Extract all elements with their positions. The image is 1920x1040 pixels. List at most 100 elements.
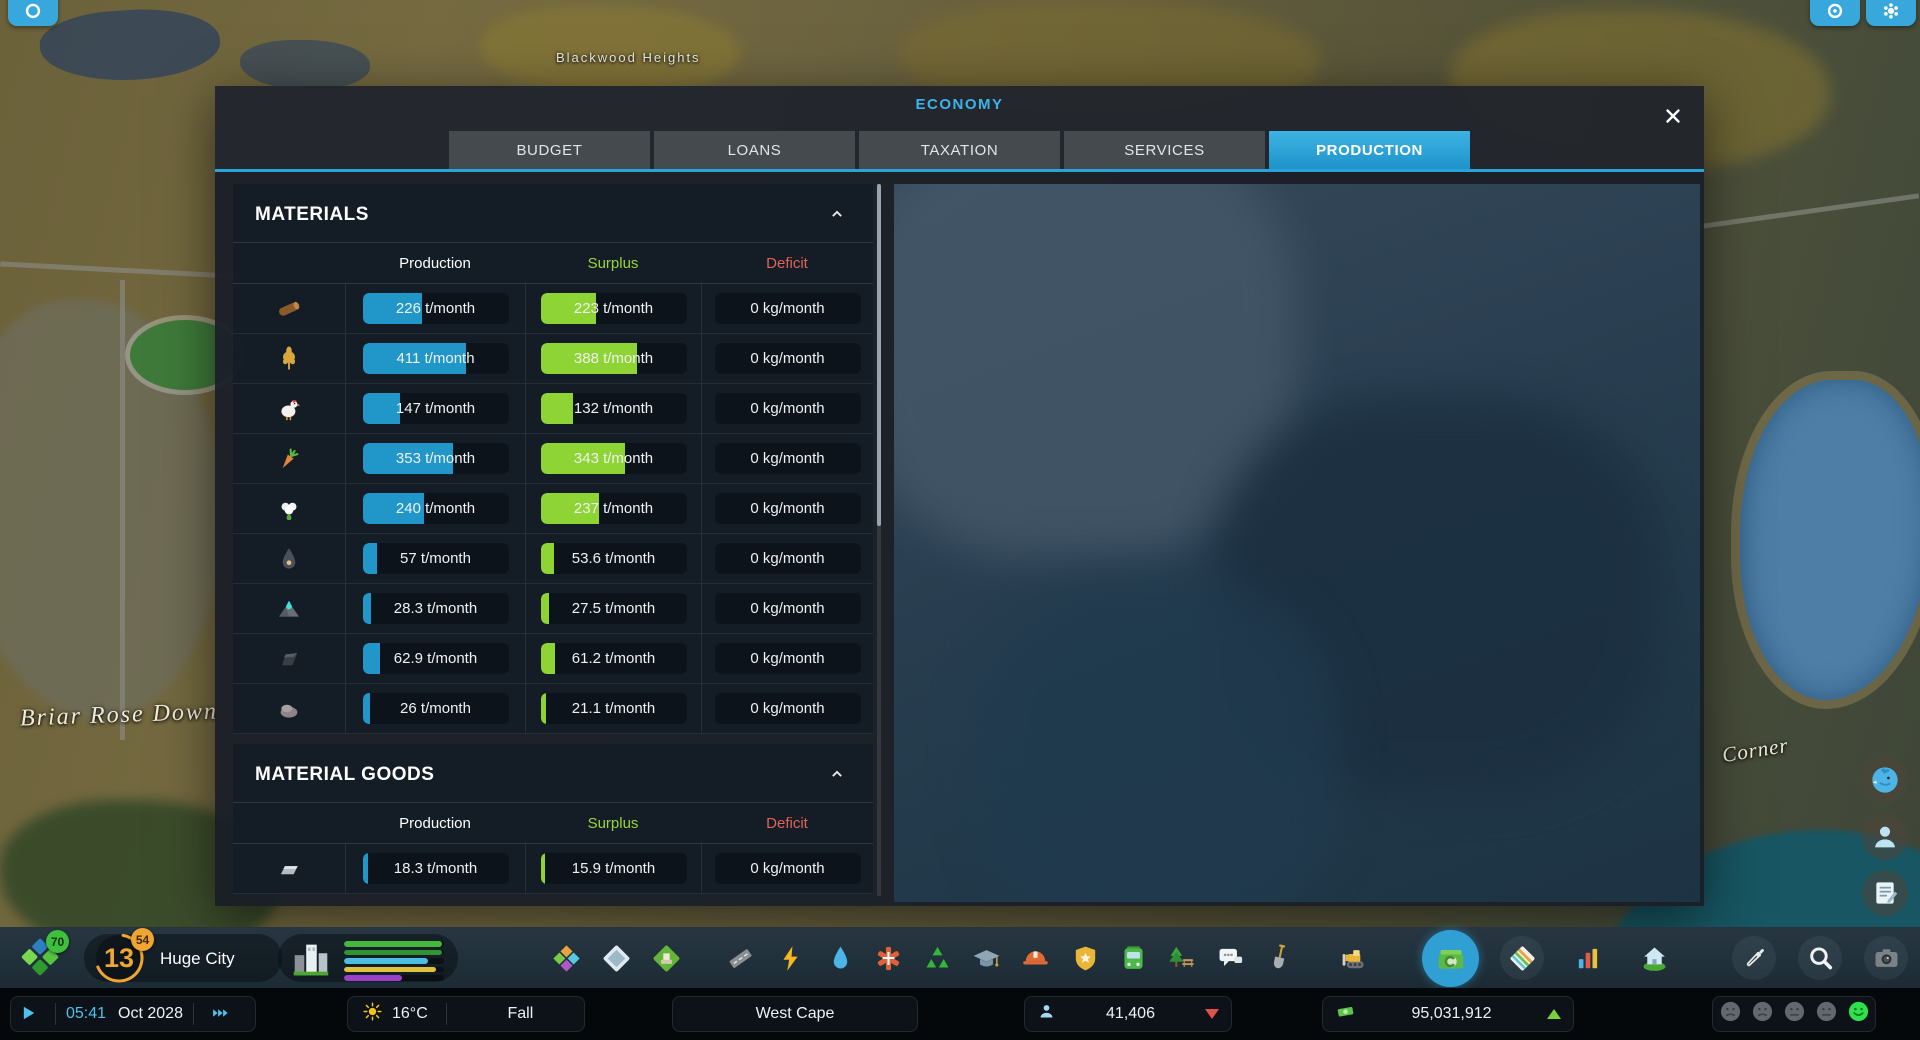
picker-button[interactable] <box>1732 936 1776 980</box>
production-value: 18.3 t/month <box>362 853 509 884</box>
surplus-value: 53.6 t/month <box>540 543 687 574</box>
parks-icon <box>1166 943 1197 974</box>
chirper-button[interactable] <box>1862 757 1908 803</box>
healthcare-button[interactable] <box>866 936 910 980</box>
resource-row: 147 t/month 132 t/month 0 kg/month <box>233 384 873 434</box>
journal-button[interactable] <box>1862 870 1908 916</box>
economy-button[interactable] <box>1422 930 1479 987</box>
table-header: Production Surplus Deficit <box>233 242 873 284</box>
logo-icon <box>22 0 44 24</box>
panel-title: ECONOMY <box>915 96 1004 113</box>
wood-icon <box>275 295 303 323</box>
column-production: Production <box>399 254 471 272</box>
happiness-face-icon <box>1783 1000 1806 1028</box>
map-name: West Cape <box>755 1005 835 1022</box>
transportation-button[interactable] <box>1111 936 1155 980</box>
communications-button[interactable] <box>1208 936 1252 980</box>
money-trend-up-icon <box>1547 1009 1561 1019</box>
section-title: MATERIALS <box>255 204 369 225</box>
progress-bar <box>344 941 444 947</box>
temperature: 16°C <box>392 1005 428 1022</box>
population-group[interactable]: 41,406 <box>1024 996 1232 1032</box>
logo-button[interactable] <box>8 0 58 26</box>
scrollbar-thumb[interactable] <box>877 184 881 526</box>
areas-icon <box>601 943 632 974</box>
statistics-button[interactable] <box>1566 936 1610 980</box>
citizen-button[interactable] <box>1862 814 1908 860</box>
happiness-face-happy-icon <box>1847 1000 1870 1028</box>
deficit-value: 0 kg/month <box>714 853 861 884</box>
education-button[interactable] <box>964 936 1008 980</box>
tab-budget[interactable]: BUDGET <box>449 131 650 169</box>
collapse-button[interactable] <box>823 763 851 787</box>
deficit-value: 0 kg/month <box>714 293 861 324</box>
deficit-value: 0 kg/month <box>714 643 861 674</box>
tab-production[interactable]: PRODUCTION <box>1269 131 1470 169</box>
happiness-face-icon <box>1815 1000 1838 1028</box>
progress-bar <box>344 966 444 972</box>
tab-loans[interactable]: LOANS <box>654 131 855 169</box>
garbage-button[interactable] <box>915 936 959 980</box>
metals-icon <box>275 855 303 883</box>
settings-button[interactable] <box>1866 0 1916 26</box>
police-button[interactable] <box>1063 936 1107 980</box>
population-icon <box>1037 1002 1056 1026</box>
roads-icon <box>725 943 756 974</box>
progress-bar <box>344 975 444 981</box>
table-header: Production Surplus Deficit <box>233 802 873 844</box>
column-production: Production <box>399 814 471 832</box>
parks-button[interactable] <box>1159 936 1203 980</box>
bulldozer-button[interactable] <box>1332 936 1376 980</box>
resource-row: 26 t/month 21.1 t/month 0 kg/month <box>233 684 873 734</box>
radial-menu-button[interactable] <box>1810 0 1860 26</box>
deficit-value: 0 kg/month <box>714 343 861 374</box>
landscaping-button[interactable] <box>1257 936 1301 980</box>
close-icon <box>1662 108 1684 130</box>
close-button[interactable] <box>1656 100 1690 134</box>
map-overlays-button[interactable] <box>1500 936 1544 980</box>
info-views-button[interactable] <box>1632 936 1676 980</box>
roads-button[interactable] <box>718 936 762 980</box>
tab-taxation[interactable]: TAXATION <box>859 131 1060 169</box>
deficit-value: 0 kg/month <box>714 493 861 524</box>
happiness-group[interactable] <box>1712 996 1876 1032</box>
service-buildings-icon <box>651 943 682 974</box>
production-value: 147 t/month <box>362 393 509 424</box>
money-group[interactable]: 95,031,912 <box>1322 996 1574 1032</box>
chevron-up-icon <box>827 770 847 787</box>
milestone-button[interactable]: 13 <box>92 931 146 985</box>
scrollbar-track[interactable] <box>877 184 881 896</box>
map-tiles-icon <box>17 938 63 983</box>
production-value: 411 t/month <box>362 343 509 374</box>
deficit-value: 0 kg/month <box>714 543 861 574</box>
search-button[interactable] <box>1798 936 1842 980</box>
map-tiles-button[interactable] <box>14 932 66 984</box>
section-title: MATERIAL GOODS <box>255 764 435 785</box>
stone-icon <box>275 695 303 723</box>
surplus-value: 21.1 t/month <box>540 693 687 724</box>
areas-button[interactable] <box>594 936 638 980</box>
chevron-up-icon <box>827 210 847 227</box>
settings-gear-icon <box>1880 0 1902 24</box>
electricity-button[interactable] <box>768 936 812 980</box>
collapse-button[interactable] <box>823 203 851 227</box>
communications-icon <box>1215 943 1246 974</box>
resource-row: 62.9 t/month 61.2 t/month 0 kg/month <box>233 634 873 684</box>
service-buildings-button[interactable] <box>644 936 688 980</box>
fire-rescue-button[interactable] <box>1013 936 1057 980</box>
journal-icon <box>1869 877 1901 909</box>
sun-icon <box>362 1001 383 1027</box>
bulldozer-icon <box>1339 943 1370 974</box>
vegetables-icon <box>275 445 303 473</box>
tab-services[interactable]: SERVICES <box>1064 131 1265 169</box>
fast-forward-button[interactable] <box>204 997 238 1031</box>
road <box>120 280 125 740</box>
production-list: MATERIALS Production Surplus Deficit 226… <box>233 184 873 896</box>
play-button[interactable] <box>11 997 45 1031</box>
zones-button[interactable] <box>544 936 588 980</box>
production-value: 28.3 t/month <box>362 593 509 624</box>
photo-mode-button[interactable] <box>1864 936 1908 980</box>
forest-patch <box>480 6 740 96</box>
citizen-icon <box>1869 821 1901 853</box>
water-button[interactable] <box>818 936 862 980</box>
